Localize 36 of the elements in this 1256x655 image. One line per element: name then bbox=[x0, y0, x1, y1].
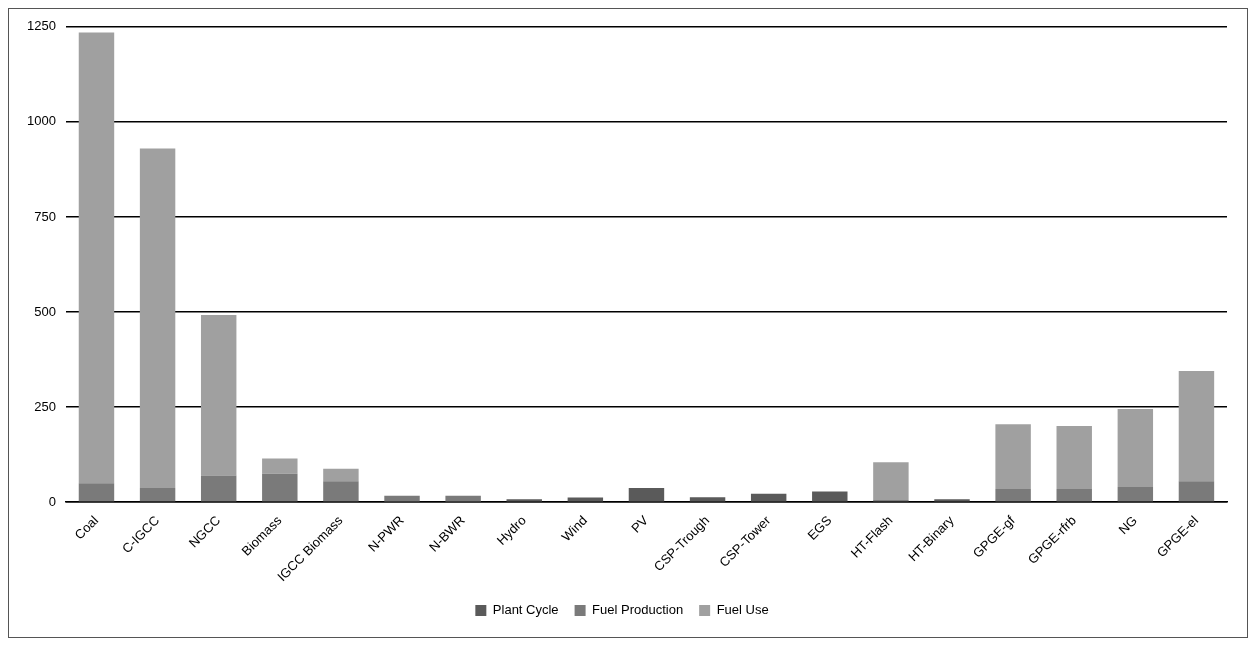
bar bbox=[200, 315, 237, 476]
bar bbox=[689, 497, 726, 502]
bar bbox=[445, 495, 481, 502]
bar bbox=[1117, 409, 1154, 487]
y-tick-label: 1000 bbox=[27, 113, 56, 129]
bar bbox=[750, 493, 787, 502]
y-tick-label: 500 bbox=[34, 303, 56, 319]
bar bbox=[262, 473, 298, 501]
bar bbox=[139, 488, 176, 501]
bar bbox=[323, 468, 359, 482]
bar bbox=[812, 491, 848, 502]
y-tick-label: 250 bbox=[34, 398, 56, 414]
bar bbox=[323, 481, 359, 501]
bar bbox=[1178, 370, 1215, 482]
y-tick-label: 750 bbox=[34, 208, 56, 224]
bar bbox=[200, 475, 237, 501]
bar bbox=[1117, 486, 1154, 501]
x-tick-label: NG bbox=[1115, 512, 1140, 538]
legend-label: Plant Cycle bbox=[492, 602, 559, 618]
y-tick-label: 1250 bbox=[27, 18, 56, 34]
y-tick-label: 0 bbox=[48, 493, 56, 509]
bar bbox=[873, 462, 909, 501]
bar bbox=[1056, 488, 1092, 501]
bar bbox=[384, 495, 420, 502]
bar bbox=[628, 488, 665, 502]
bar bbox=[139, 148, 176, 489]
bar bbox=[1178, 481, 1215, 501]
bar bbox=[78, 483, 115, 501]
bar bbox=[1056, 426, 1092, 489]
bar bbox=[995, 424, 1031, 489]
x-tick-label: PV bbox=[628, 512, 652, 536]
bar bbox=[78, 32, 115, 484]
bar bbox=[262, 458, 298, 474]
bar bbox=[995, 488, 1031, 501]
legend-label: Fuel Use bbox=[716, 602, 769, 618]
legend-label: Fuel Production bbox=[592, 602, 684, 618]
